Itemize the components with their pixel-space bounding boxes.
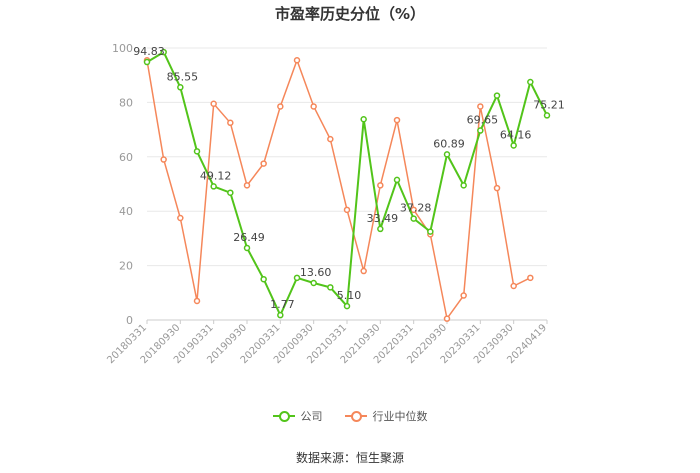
data-label-company: 13.60 [300, 266, 332, 279]
point-company [393, 176, 401, 184]
point-company [260, 275, 267, 283]
legend-label-industry: 行业中位数 [372, 410, 428, 423]
point-company [327, 284, 334, 291]
point-industry [160, 156, 167, 163]
point-industry [327, 135, 334, 143]
point-industry [510, 282, 517, 290]
y-tick-label: 80 [119, 96, 133, 109]
y-tick-label: 20 [119, 260, 133, 273]
point-company [477, 127, 484, 134]
legend-swatch-company [272, 411, 295, 422]
series-lines [143, 48, 551, 322]
data-label-company: 69.65 [467, 114, 499, 127]
point-company [427, 228, 434, 235]
data-label-company: 85.55 [167, 70, 199, 83]
point-industry [210, 100, 217, 108]
data-label-company: 37.28 [400, 202, 432, 215]
point-company [343, 302, 351, 310]
point-industry [527, 274, 534, 282]
legend-item-company[interactable]: 公司 [272, 408, 323, 424]
point-company [310, 279, 317, 287]
point-company [243, 244, 251, 252]
y-tick-label: 40 [119, 205, 133, 218]
point-industry [493, 184, 501, 192]
point-industry [243, 182, 251, 189]
y-tick-label: 0 [126, 314, 133, 327]
point-industry [443, 315, 451, 322]
point-industry [377, 182, 384, 189]
data-label-company: 33.49 [367, 212, 399, 225]
point-company [293, 274, 301, 282]
point-company [543, 112, 551, 119]
point-industry [260, 160, 267, 167]
point-company [510, 142, 517, 149]
data-label-company: 1.77 [270, 298, 295, 311]
point-company [193, 148, 201, 155]
point-industry [460, 292, 467, 299]
point-industry [393, 116, 401, 124]
point-company [443, 151, 451, 158]
point-company [377, 225, 384, 233]
point-company [227, 189, 234, 196]
point-company [493, 92, 501, 99]
point-industry [277, 103, 284, 110]
point-industry [227, 119, 234, 127]
point-industry [410, 206, 417, 214]
point-industry [360, 267, 367, 275]
legend: 公司 行业中位数 [0, 408, 700, 424]
point-company [410, 215, 417, 222]
data-label-company: 64.16 [500, 128, 532, 141]
x-axis: 2018033120180930201903312019093020200331… [105, 319, 549, 366]
point-company [210, 183, 217, 190]
data-label-company: 75.21 [533, 98, 565, 111]
point-industry [343, 206, 351, 214]
point-industry [293, 56, 301, 64]
y-tick-label: 100 [112, 42, 133, 55]
source-note: 数据来源：恒生聚源 [295, 451, 404, 465]
data-label-company: 49.12 [200, 169, 232, 182]
legend-swatch-industry [344, 411, 367, 422]
legend-item-industry[interactable]: 行业中位数 [344, 408, 428, 424]
y-axis: 0 20 40 60 80 100 [112, 42, 133, 327]
point-company [160, 48, 167, 56]
point-company [277, 311, 284, 319]
data-label-company: 94.83 [133, 45, 165, 58]
data-label-company: 26.49 [233, 231, 265, 244]
point-industry [177, 214, 184, 222]
point-company [527, 78, 534, 86]
point-company [360, 116, 367, 123]
series-line-industry [146, 57, 531, 321]
point-industry [193, 297, 201, 305]
data-label-company: 60.89 [433, 137, 465, 150]
point-company [177, 84, 184, 91]
point-company [143, 58, 151, 66]
legend-label-company: 公司 [300, 410, 323, 423]
point-company [460, 182, 467, 189]
y-tick-label: 60 [119, 151, 133, 164]
point-industry [477, 103, 484, 110]
chart-title: 市盈率历史分位（%） [274, 5, 426, 23]
data-label-company: 5.10 [337, 289, 362, 302]
point-industry [310, 103, 317, 110]
